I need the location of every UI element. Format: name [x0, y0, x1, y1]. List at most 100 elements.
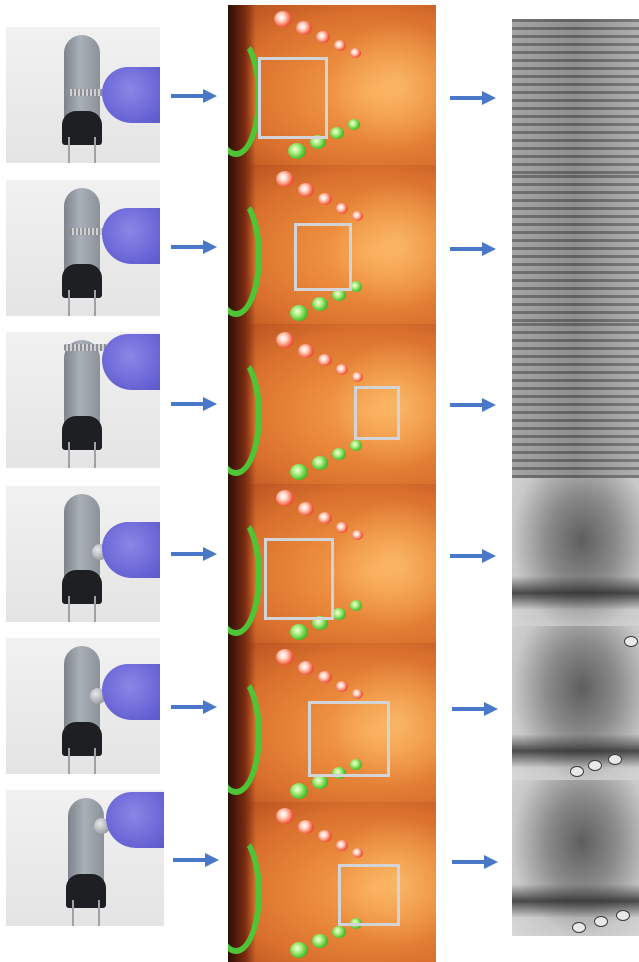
sensor-wire — [72, 900, 74, 926]
roi-box — [294, 223, 352, 291]
sensor-wire — [98, 900, 100, 926]
camera-frame-row-6 — [228, 802, 436, 962]
glove — [102, 67, 160, 123]
grayscale-crop-row-1 — [512, 19, 639, 175]
roi-box — [258, 57, 328, 139]
threaded-rod — [64, 344, 112, 351]
glow — [336, 812, 436, 952]
green-led — [290, 783, 308, 799]
sensor-photo-row-5 — [6, 638, 160, 774]
green-led — [312, 934, 328, 948]
red-led — [334, 40, 346, 51]
red-led — [352, 530, 363, 540]
green-led — [290, 464, 308, 480]
red-led — [336, 840, 348, 851]
sensor-wire — [94, 137, 96, 163]
green-led — [312, 456, 328, 470]
roi-box — [264, 538, 334, 620]
sensor-wire — [94, 748, 96, 774]
red-led — [276, 490, 294, 506]
green-led — [332, 448, 346, 460]
glow — [336, 15, 436, 155]
glow — [336, 494, 436, 634]
red-led — [274, 11, 292, 27]
roi-box — [354, 386, 400, 440]
red-led — [276, 171, 294, 187]
sensor-photo-row-2 — [6, 180, 160, 316]
dark-band — [512, 576, 639, 610]
red-led — [318, 830, 332, 842]
arrow-right-icon — [171, 700, 217, 714]
green-arc — [228, 195, 262, 317]
red-led — [276, 649, 294, 665]
arrow-right-icon — [171, 89, 217, 103]
green-led — [312, 775, 328, 789]
arrow-right-icon — [173, 853, 219, 867]
red-led — [298, 502, 314, 516]
red-led — [336, 364, 348, 375]
green-arc — [228, 354, 262, 476]
green-led — [332, 289, 346, 301]
green-led — [350, 759, 362, 770]
glow — [336, 653, 436, 793]
bubble — [594, 916, 608, 927]
green-led — [348, 119, 360, 130]
green-led — [332, 608, 346, 620]
sensor-photo-row-3 — [6, 332, 160, 468]
sensor-wire — [94, 442, 96, 468]
arrow-right-icon — [171, 397, 217, 411]
sensor-wire — [68, 596, 70, 622]
red-led — [276, 332, 294, 348]
threaded-rod — [70, 228, 114, 235]
green-arc — [228, 514, 262, 636]
grayscale-crop-row-5 — [512, 626, 639, 782]
green-led — [290, 942, 308, 958]
sensor-photo-row-4 — [6, 486, 160, 622]
red-led — [318, 193, 332, 205]
grayscale-crop-row-2 — [512, 175, 639, 331]
green-led — [290, 305, 308, 321]
arrow-right-icon — [450, 549, 496, 563]
camera-frame-row-2 — [228, 165, 436, 325]
sensor-wire — [94, 290, 96, 316]
arrow-right-icon — [171, 240, 217, 254]
red-led — [336, 522, 348, 533]
red-led — [298, 344, 314, 358]
sensor-wire — [68, 748, 70, 774]
red-led — [318, 354, 332, 366]
arrow-right-icon — [452, 855, 498, 869]
red-led — [296, 21, 312, 35]
red-led — [298, 820, 314, 834]
red-led — [350, 48, 361, 58]
green-arc — [228, 832, 262, 954]
bubble — [572, 922, 586, 933]
sensor-wire — [94, 596, 96, 622]
red-led — [336, 681, 348, 692]
red-led — [318, 671, 332, 683]
bubble — [616, 910, 630, 921]
green-led — [350, 281, 362, 292]
green-led — [350, 600, 362, 611]
bubble — [570, 766, 584, 777]
camera-frame-row-5 — [228, 643, 436, 803]
red-led — [352, 689, 363, 699]
green-led — [288, 143, 306, 159]
grayscale-crop-row-6 — [512, 780, 639, 936]
glow — [336, 175, 436, 315]
glove — [102, 208, 160, 264]
camera-frame-row-3 — [228, 324, 436, 484]
camera-frame-row-1 — [228, 5, 436, 165]
grayscale-crop-row-4 — [512, 478, 639, 634]
arrow-right-icon — [450, 398, 496, 412]
roi-box — [308, 701, 390, 777]
bubble — [588, 760, 602, 771]
sensor-photo-row-6 — [6, 790, 164, 926]
glove — [102, 664, 160, 720]
glove — [102, 334, 160, 390]
bubble — [624, 636, 638, 647]
glove — [102, 522, 160, 578]
green-arc — [228, 673, 262, 795]
red-led — [276, 808, 294, 824]
red-led — [352, 372, 363, 382]
green-arc — [228, 35, 262, 157]
